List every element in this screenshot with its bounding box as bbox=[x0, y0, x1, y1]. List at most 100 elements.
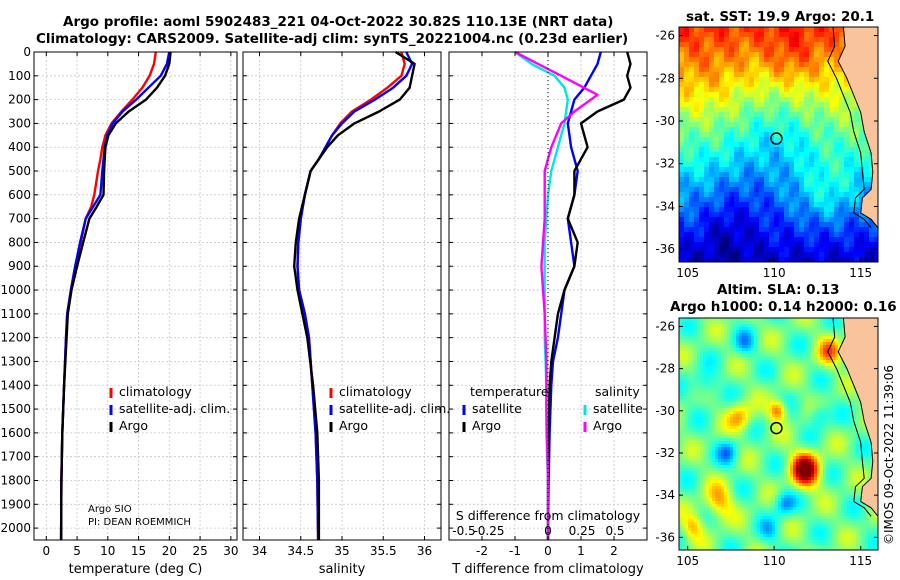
sst_map-cell bbox=[799, 192, 805, 198]
sst_map-cell bbox=[829, 167, 835, 173]
sla_map-cell bbox=[706, 537, 710, 541]
sst_map-cell bbox=[704, 212, 710, 218]
sla_map-cell bbox=[712, 513, 716, 517]
sla_map-cell bbox=[775, 471, 779, 475]
sst_map-cell bbox=[694, 42, 700, 48]
sla_map-cell bbox=[730, 459, 734, 463]
sla_map-cell bbox=[742, 444, 746, 448]
sla_map-cell bbox=[709, 522, 713, 526]
sst_map-cell bbox=[689, 32, 695, 38]
sst_map-cell bbox=[709, 222, 715, 228]
sla_map-cell bbox=[733, 366, 737, 370]
sla_map-cell bbox=[685, 477, 689, 481]
sla_map-cell bbox=[781, 408, 785, 412]
sla_map-cell bbox=[682, 546, 686, 550]
sla_map-cell bbox=[691, 462, 695, 466]
sst_map-cell bbox=[849, 187, 855, 193]
sla_map-cell bbox=[766, 537, 770, 541]
sst_map-cell bbox=[689, 217, 695, 223]
sla_map-cell bbox=[697, 444, 701, 448]
sla_map-cell bbox=[694, 372, 698, 376]
sla_map-cell bbox=[718, 480, 722, 484]
sst_map-cell bbox=[774, 242, 780, 248]
sla_map-cell bbox=[754, 321, 758, 325]
sla_map-cell bbox=[751, 357, 755, 361]
sla_map-cell bbox=[742, 474, 746, 478]
sla_map-cell bbox=[712, 438, 716, 442]
sst_map-cell bbox=[829, 117, 835, 123]
sla_map-cell bbox=[769, 351, 773, 355]
sla_map-cell bbox=[745, 318, 749, 322]
sla_map-cell bbox=[772, 504, 776, 508]
sla_map-cell bbox=[685, 525, 689, 529]
sla_map-cell bbox=[700, 441, 704, 445]
sst_map-cell bbox=[834, 62, 840, 68]
sla_map-cell bbox=[685, 498, 689, 502]
sla_map-cell bbox=[760, 483, 764, 487]
sla_map-cell bbox=[739, 324, 743, 328]
sst_map-cell bbox=[789, 162, 795, 168]
sst_map-cell bbox=[739, 67, 745, 73]
sst_map-cell bbox=[734, 192, 740, 198]
sla_map-cell bbox=[688, 357, 692, 361]
sla_map-cell bbox=[781, 432, 785, 436]
sst_map-cell bbox=[834, 182, 840, 188]
sst_map-cell bbox=[759, 52, 765, 58]
sla_map-cell bbox=[709, 336, 713, 340]
sla_map-cell bbox=[718, 438, 722, 442]
sla_map-cell bbox=[679, 420, 683, 424]
sla_map-cell bbox=[745, 438, 749, 442]
sla_map-cell bbox=[733, 432, 737, 436]
sst_map-cell bbox=[719, 197, 725, 203]
diff-legend-temp-item-label: satellite bbox=[472, 401, 522, 416]
sla_map-cell bbox=[697, 447, 701, 451]
sla_map-cell bbox=[691, 333, 695, 337]
sst_map-cell bbox=[744, 102, 750, 108]
sst_map-cell bbox=[844, 107, 850, 113]
sla_map-cell bbox=[697, 513, 701, 517]
sst_map-cell bbox=[689, 122, 695, 128]
sla_map-cell bbox=[730, 318, 734, 322]
sla_map-cell bbox=[778, 327, 782, 331]
sla_map-cell bbox=[757, 489, 761, 493]
sla_map-cell bbox=[688, 393, 692, 397]
sst_map-cell bbox=[734, 157, 740, 163]
sla_map-cell bbox=[757, 321, 761, 325]
sst_map-cell bbox=[704, 107, 710, 113]
sla_map-cell bbox=[709, 441, 713, 445]
sst_map-cell bbox=[809, 147, 815, 153]
sla_map-cell bbox=[727, 393, 731, 397]
sst_map-cell bbox=[834, 102, 840, 108]
sst_map-cell bbox=[814, 67, 820, 73]
sla_map-cell bbox=[739, 336, 743, 340]
sla_map-cell bbox=[775, 534, 779, 538]
sla_map-cell bbox=[685, 381, 689, 385]
sla_map-cell bbox=[724, 468, 728, 472]
sst_map-cell bbox=[699, 162, 705, 168]
sst_map-cell bbox=[689, 82, 695, 88]
sla_map-cell bbox=[721, 516, 725, 520]
sla_map-cell bbox=[754, 516, 758, 520]
sla_map-cell bbox=[694, 414, 698, 418]
sla_map-cell bbox=[721, 333, 725, 337]
sla_map-cell bbox=[766, 522, 770, 526]
sst_map-cell bbox=[814, 77, 820, 83]
sst_map-cell bbox=[854, 117, 860, 123]
sla_map-cell bbox=[727, 420, 731, 424]
sst_map-cell bbox=[799, 257, 805, 262]
sal-legend-item-label: climatology bbox=[339, 384, 412, 399]
sla_map-cell bbox=[679, 459, 683, 463]
sla_map-cell bbox=[754, 351, 758, 355]
sst_map-cell bbox=[794, 202, 800, 208]
sst_map-cell bbox=[794, 182, 800, 188]
sla_map-cell bbox=[688, 333, 692, 337]
sla_map-cell bbox=[781, 426, 785, 430]
sst_map-cell bbox=[854, 142, 860, 148]
sla_map-cell bbox=[697, 336, 701, 340]
sla_map-cell bbox=[685, 342, 689, 346]
sst_map-cell bbox=[689, 237, 695, 243]
sst_map-cell bbox=[794, 92, 800, 98]
sst_map-cell bbox=[749, 247, 755, 253]
sla_map-cell bbox=[739, 339, 743, 343]
sst_map-cell bbox=[734, 177, 740, 183]
